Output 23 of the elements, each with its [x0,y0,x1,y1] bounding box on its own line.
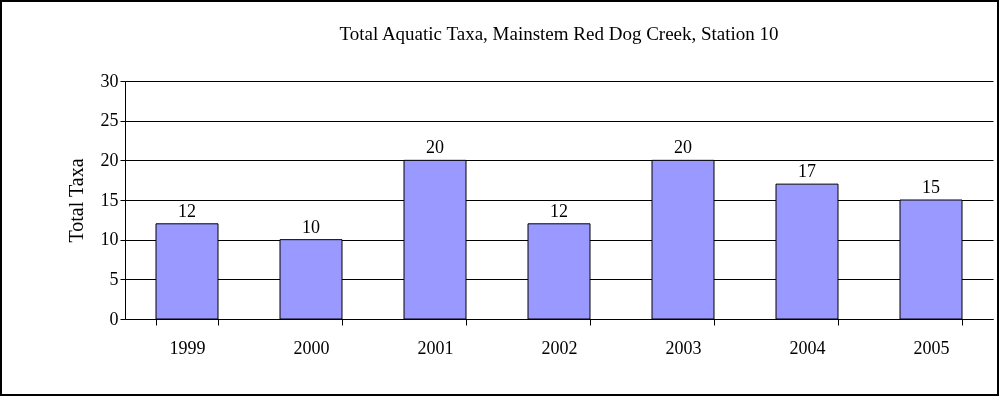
x-tick-label: 2004 [789,337,826,358]
y-tick-label: 10 [100,229,119,250]
data-label: 12 [550,200,568,221]
data-label: 12 [178,200,196,221]
y-tick-label: 0 [109,308,119,329]
x-tick-label: 2003 [665,337,702,358]
y-tick-label: 20 [100,149,119,170]
data-label: 15 [922,177,940,197]
y-tick-label: 25 [100,110,119,131]
x-tick-label: 2002 [541,337,578,358]
y-axis-title: Total Taxa [64,158,87,243]
y-tick-label: 5 [109,268,119,289]
chart-title: Total Aquatic Taxa, Mainstem Red Dog Creek, Station 10 [339,23,779,44]
x-tick-label: 2000 [293,337,330,358]
y-tick-label: 15 [100,189,119,210]
data-label: 20 [674,137,692,158]
x-tick-label: 1999 [169,337,206,358]
x-tick-label: 2001 [417,337,454,358]
data-label: 17 [798,161,816,182]
x-tick-label: 2005 [913,337,950,358]
data-label: 20 [426,137,444,158]
y-tick-label: 30 [100,70,119,91]
data-label: 10 [302,216,320,237]
